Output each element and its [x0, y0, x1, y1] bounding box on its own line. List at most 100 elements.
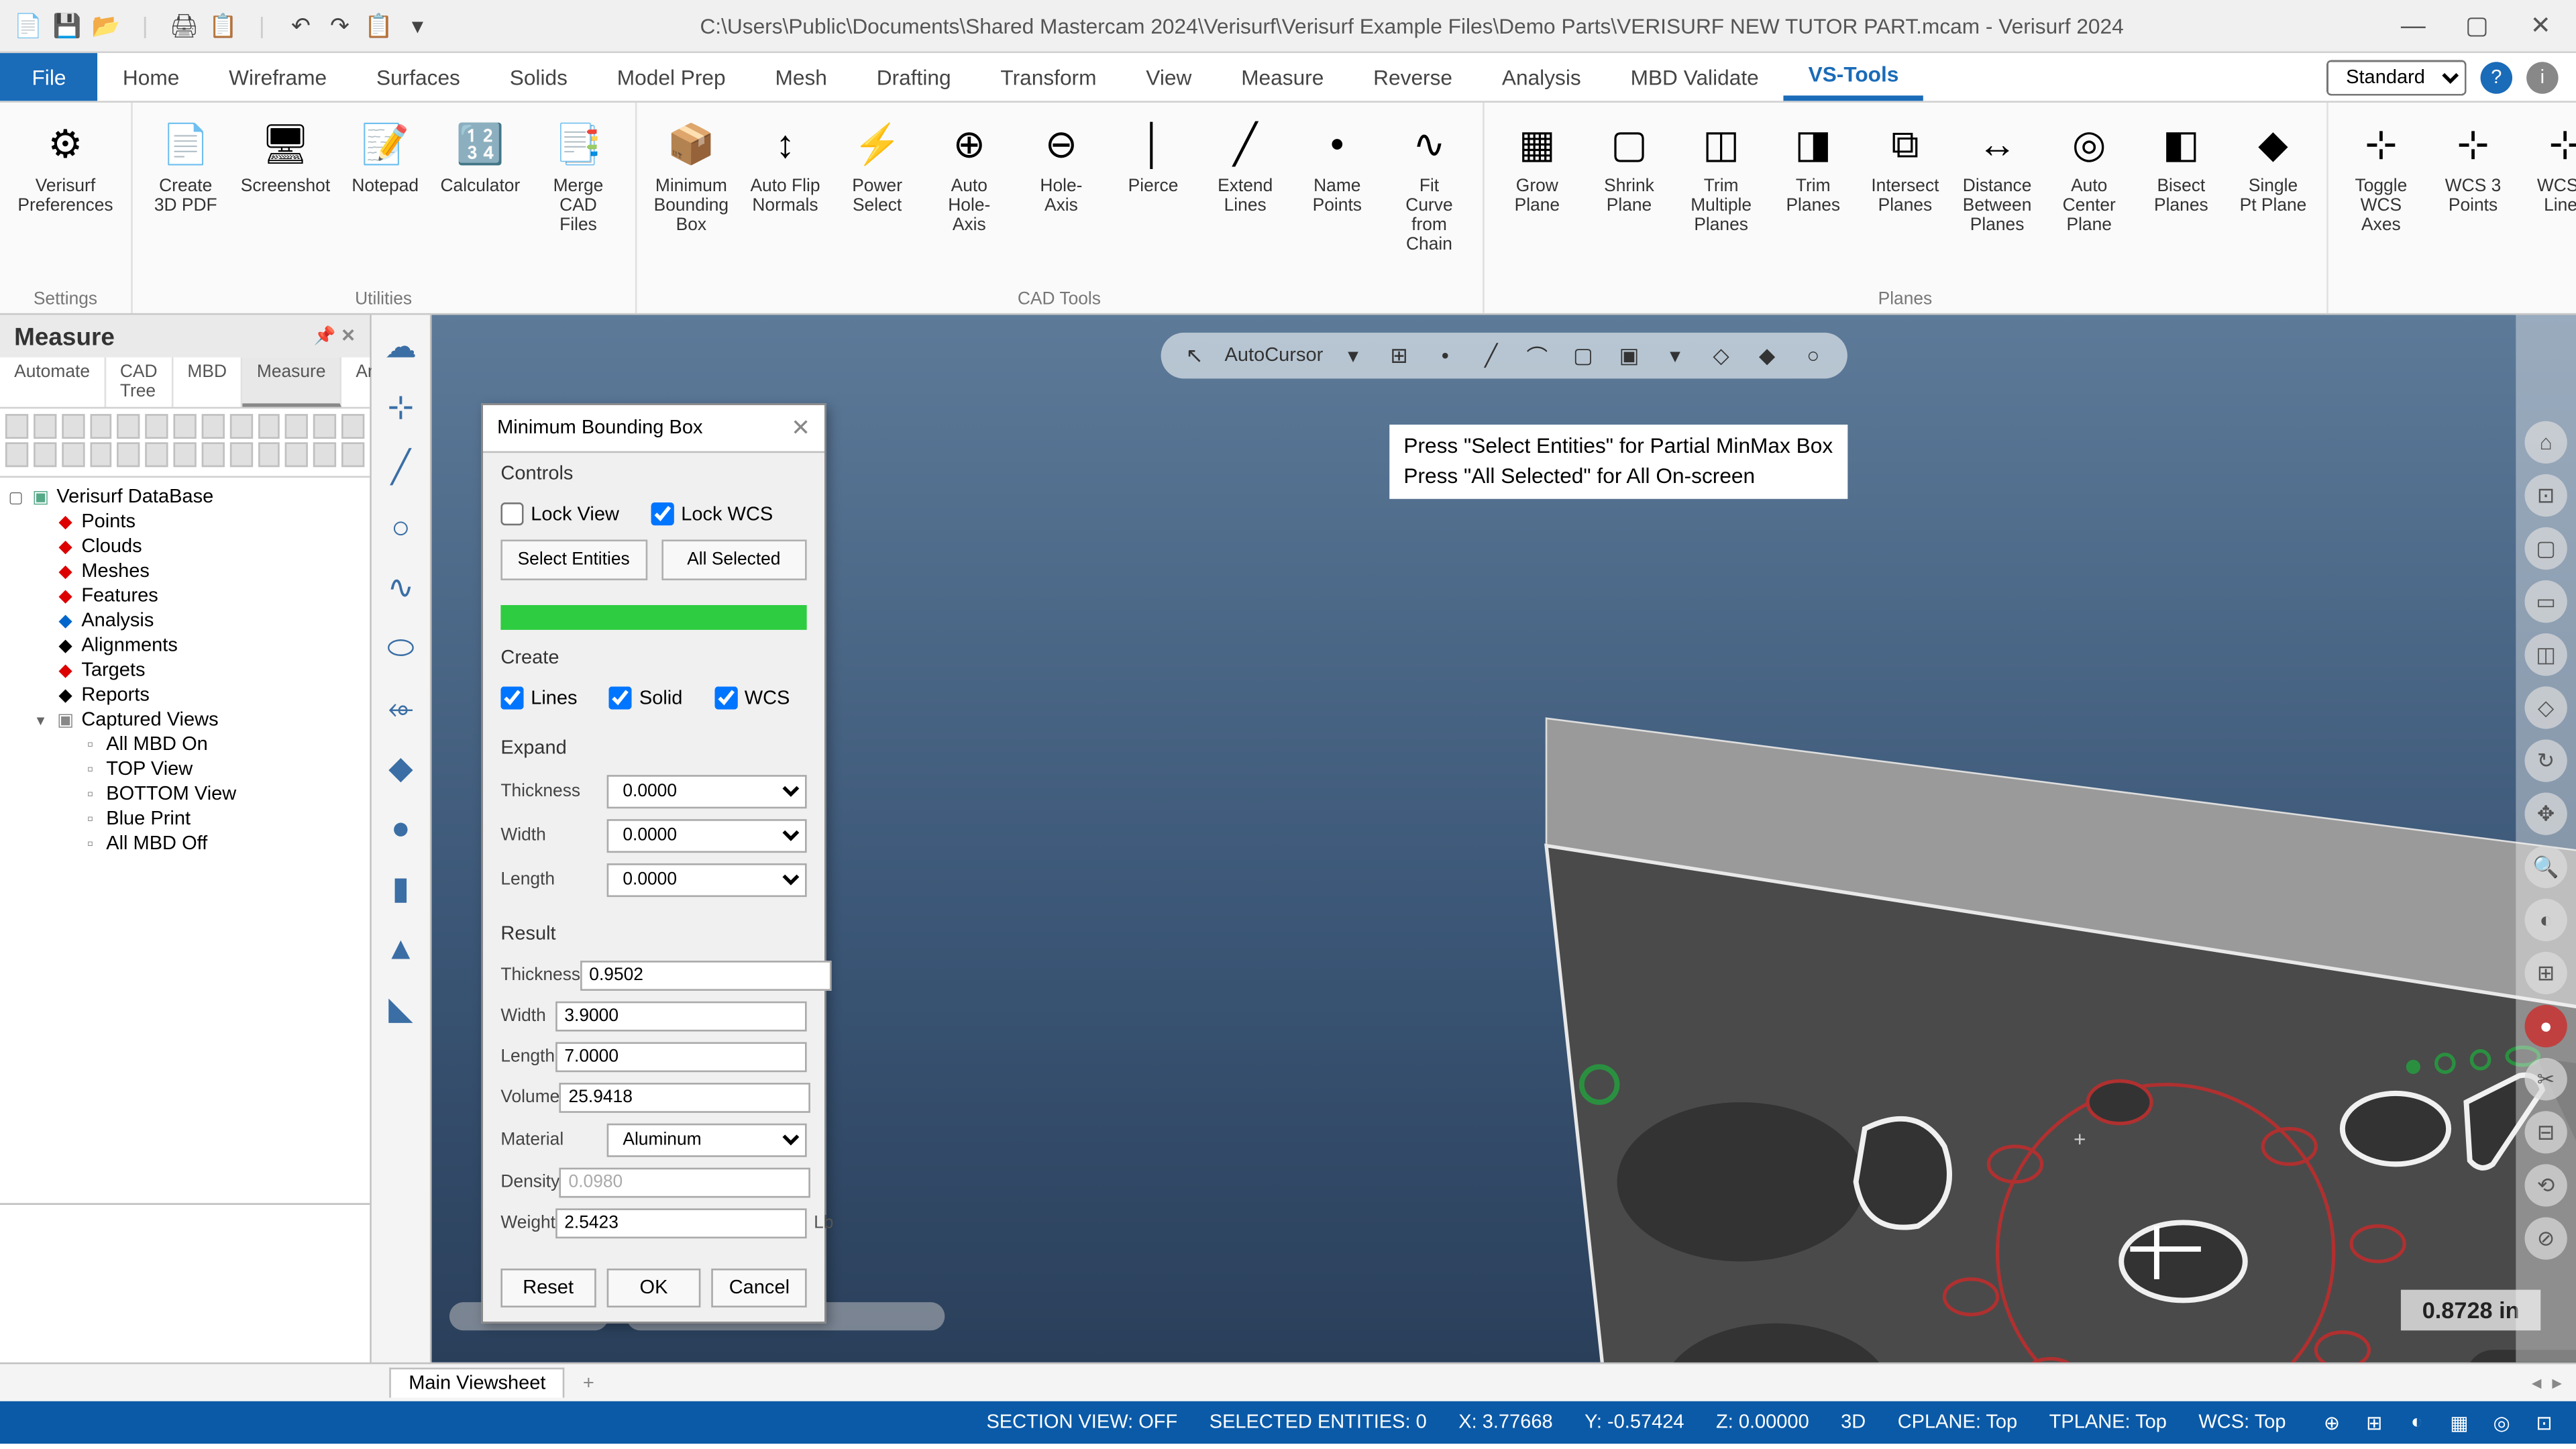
tab-analysis[interactable]: Analysis: [1477, 53, 1606, 101]
ribbon-intersect-button[interactable]: ⧉Intersect Planes: [1863, 110, 1948, 287]
fb-point-icon[interactable]: •: [1430, 339, 1461, 371]
sb-icon-5[interactable]: ◎: [2487, 1408, 2516, 1436]
ok-button[interactable]: OK: [606, 1269, 702, 1307]
fb-body-icon[interactable]: ▣: [1613, 339, 1645, 371]
tree-node-verisurf-database[interactable]: ▢▣Verisurf DataBase: [7, 485, 363, 510]
rt-grid-icon[interactable]: ⊟: [2525, 1111, 2567, 1153]
status-wcs[interactable]: WCS: Top: [2198, 1412, 2286, 1434]
rt-rotate-icon[interactable]: ↻: [2525, 739, 2567, 782]
tree-node-all-mbd-off[interactable]: ▫All MBD Off: [7, 832, 363, 857]
lock-wcs-checkbox[interactable]: Lock WCS: [651, 502, 773, 525]
sb-icon-4[interactable]: ▦: [2445, 1408, 2473, 1436]
result-thickness-field[interactable]: [580, 961, 832, 991]
ribbon-create-button[interactable]: 📄Create 3D PDF: [143, 110, 228, 287]
ribbon-screenshot-button[interactable]: 🖥Screenshot: [235, 110, 336, 287]
help-icon[interactable]: ?: [2481, 61, 2512, 93]
create-lines-checkbox[interactable]: Lines: [500, 686, 577, 709]
qat-dropdown-icon[interactable]: ▾: [403, 11, 431, 40]
tab-measure[interactable]: Measure: [1216, 53, 1348, 101]
tab-home[interactable]: Home: [98, 53, 204, 101]
ribbon-hole-axis-button[interactable]: ⊖Hole-Axis: [1019, 110, 1104, 287]
ribbon-auto-button[interactable]: ⊕Auto Hole-Axis: [926, 110, 1012, 287]
subtab-automate[interactable]: Automate: [0, 358, 106, 407]
vt-cylinder-icon[interactable]: ▮: [380, 867, 422, 909]
minimize-button[interactable]: —: [2392, 11, 2434, 41]
pin-icon[interactable]: 📌 ✕: [314, 327, 356, 346]
ribbon-single-button[interactable]: ◆Single Pt Plane: [2231, 110, 2316, 287]
rt-front-icon[interactable]: ▭: [2525, 580, 2567, 623]
expand-length-input[interactable]: 0.0000: [607, 863, 807, 897]
qat-print-icon[interactable]: 🖨: [170, 11, 198, 40]
ribbon-trim-multiple-button[interactable]: ◫Trim Multiple Planes: [1678, 110, 1764, 287]
qat-printall-icon[interactable]: 📋: [209, 11, 237, 40]
rt-reset-icon[interactable]: ⟲: [2525, 1164, 2567, 1206]
expand-width-input[interactable]: 0.0000: [607, 819, 807, 853]
result-material-select[interactable]: Aluminum: [607, 1124, 807, 1157]
tree-node-meshes[interactable]: ◆Meshes: [7, 559, 363, 584]
ribbon-auto-center-button[interactable]: ◎Auto Center Plane: [2047, 110, 2132, 287]
vt-axes-icon[interactable]: ⊹: [380, 386, 422, 428]
rt-pan-icon[interactable]: ✥: [2525, 793, 2567, 835]
status-mode[interactable]: 3D: [1841, 1412, 1866, 1434]
tab-mesh[interactable]: Mesh: [751, 53, 852, 101]
cancel-button[interactable]: Cancel: [712, 1269, 807, 1307]
tree-node-captured-views[interactable]: ▾▣Captured Views: [7, 708, 363, 733]
rt-top-icon[interactable]: ▢: [2525, 527, 2567, 570]
rt-zoom-icon[interactable]: 🔍: [2525, 846, 2567, 888]
vt-cloud-icon[interactable]: ☁: [380, 325, 422, 368]
fb-grid-icon[interactable]: ⊞: [1383, 339, 1415, 371]
sb-icon-3[interactable]: ◐: [2403, 1408, 2431, 1436]
rt-record-icon[interactable]: ●: [2525, 1005, 2567, 1047]
sb-icon-1[interactable]: ⊕: [2318, 1408, 2346, 1436]
vs-left-icon[interactable]: ◂: [2532, 1371, 2542, 1394]
fb-more-icon[interactable]: ▾: [1659, 339, 1690, 371]
rt-shade-icon[interactable]: ◐: [2525, 899, 2567, 941]
maximize-button[interactable]: ▢: [2456, 11, 2498, 41]
vt-cone-icon[interactable]: ▲: [380, 927, 422, 969]
rt-stop-icon[interactable]: ⊘: [2525, 1218, 2567, 1260]
sb-icon-2[interactable]: ⊞: [2360, 1408, 2388, 1436]
rt-iso-icon[interactable]: ◇: [2525, 686, 2567, 729]
all-selected-button[interactable]: All Selected: [661, 539, 807, 580]
tree-node-targets[interactable]: ◆Targets: [7, 658, 363, 683]
reset-button[interactable]: Reset: [500, 1269, 596, 1307]
rt-fit-icon[interactable]: ⊡: [2525, 474, 2567, 517]
rt-wire-icon[interactable]: ⊞: [2525, 952, 2567, 994]
tab-drafting[interactable]: Drafting: [852, 53, 976, 101]
qat-undo-icon[interactable]: ↶: [286, 11, 315, 40]
ribbon-fit-curve-button[interactable]: ∿Fit Curve from Chain: [1387, 110, 1472, 287]
tree-node-points[interactable]: ◆Points: [7, 510, 363, 535]
ribbon-calculator-button[interactable]: 🔢Calculator: [435, 110, 526, 287]
tab-transform[interactable]: Transform: [976, 53, 1122, 101]
tab-mbd-validate[interactable]: MBD Validate: [1606, 53, 1784, 101]
ribbon-power-button[interactable]: ⚡Power Select: [835, 110, 920, 287]
select-entities-button[interactable]: Select Entities: [500, 539, 647, 580]
ribbon-distance-button[interactable]: ↔Distance Between Planes: [1955, 110, 2040, 287]
info-icon[interactable]: i: [2526, 61, 2558, 93]
tab-view[interactable]: View: [1121, 53, 1216, 101]
ribbon-trim-button[interactable]: ◨Trim Planes: [1771, 110, 1856, 287]
ribbon-pierce-button[interactable]: │Pierce: [1111, 110, 1196, 287]
vt-ellipse-icon[interactable]: ⬭: [380, 627, 422, 669]
rt-side-icon[interactable]: ◫: [2525, 633, 2567, 676]
tree-node-clouds[interactable]: ◆Clouds: [7, 534, 363, 559]
status-tplane[interactable]: TPLANE: Top: [2049, 1412, 2167, 1434]
tree-node-blue-print[interactable]: ▫Blue Print: [7, 807, 363, 832]
status-section-view[interactable]: SECTION VIEW: OFF: [986, 1412, 1177, 1434]
ribbon-minimum-button[interactable]: 📦Minimum Bounding Box: [647, 110, 736, 287]
qat-new-icon[interactable]: 📄: [14, 11, 42, 40]
qat-open-icon[interactable]: 📂: [92, 11, 120, 40]
rt-clip-icon[interactable]: ✂: [2525, 1058, 2567, 1100]
fb-sel1-icon[interactable]: ◇: [1705, 339, 1737, 371]
tree-node-top-view[interactable]: ▫TOP View: [7, 757, 363, 782]
ribbon-extend-button[interactable]: ╱Extend Lines: [1203, 110, 1288, 287]
vt-wedge-icon[interactable]: ◣: [380, 987, 422, 1030]
tree-node-alignments[interactable]: ◆Alignments: [7, 633, 363, 658]
ribbon-auto-flip-button[interactable]: ↕Auto Flip Normals: [743, 110, 828, 287]
ribbon-name-button[interactable]: •Name Points: [1295, 110, 1380, 287]
tab-wireframe[interactable]: Wireframe: [204, 53, 352, 101]
result-length-field[interactable]: [555, 1042, 807, 1072]
result-width-field[interactable]: [555, 1002, 807, 1032]
ribbon-wcs-3-button[interactable]: ⊹WCS 3 Points: [2430, 110, 2516, 287]
ribbon-toggle-button[interactable]: ⊹Toggle WCS Axes: [2339, 110, 2424, 287]
